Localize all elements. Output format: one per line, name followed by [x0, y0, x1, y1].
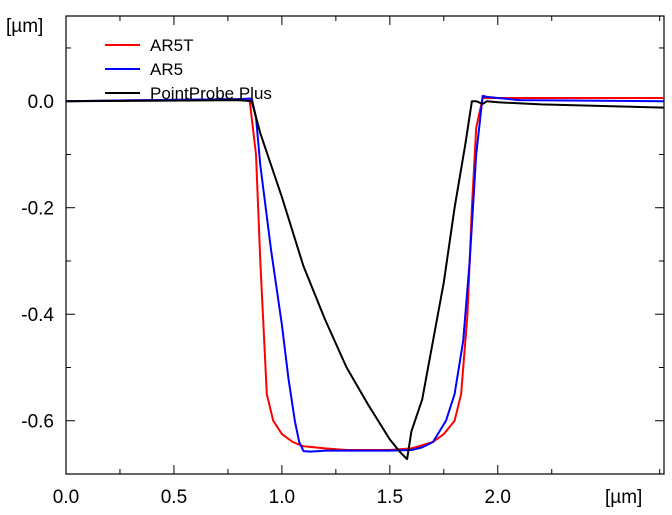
legend-label: AR5 [150, 60, 183, 79]
y-tick-label: -0.2 [21, 199, 54, 220]
x-tick-label: 1.5 [377, 487, 403, 508]
series-line-pointprobe-plus [65, 99, 665, 461]
plot-frame [65, 15, 665, 475]
series-line-ar5 [65, 94, 665, 453]
x-tick-label: 2.0 [485, 487, 511, 508]
series-lines [65, 94, 665, 461]
tick-labels: 0.0 0.5 1.0 1.5 2.0 0.0 -0.2 -0.4 -0.6 [21, 92, 511, 508]
legend-label: AR5T [150, 36, 193, 55]
y-tick-label: -0.6 [21, 412, 54, 433]
x-tick-label: 0.0 [53, 487, 79, 508]
x-axis-unit-label: [µm] [605, 487, 642, 508]
series-line-ar5t [65, 97, 664, 451]
y-tick-label: -0.4 [21, 305, 54, 326]
x-tick-label: 1.0 [269, 487, 295, 508]
legend-label: PointProbe Plus [150, 84, 272, 103]
legend: AR5T AR5 PointProbe Plus [105, 36, 272, 103]
x-tick-label: 0.5 [161, 487, 187, 508]
y-tick-label: 0.0 [28, 92, 54, 113]
y-axis-unit-label: [µm] [6, 16, 43, 37]
